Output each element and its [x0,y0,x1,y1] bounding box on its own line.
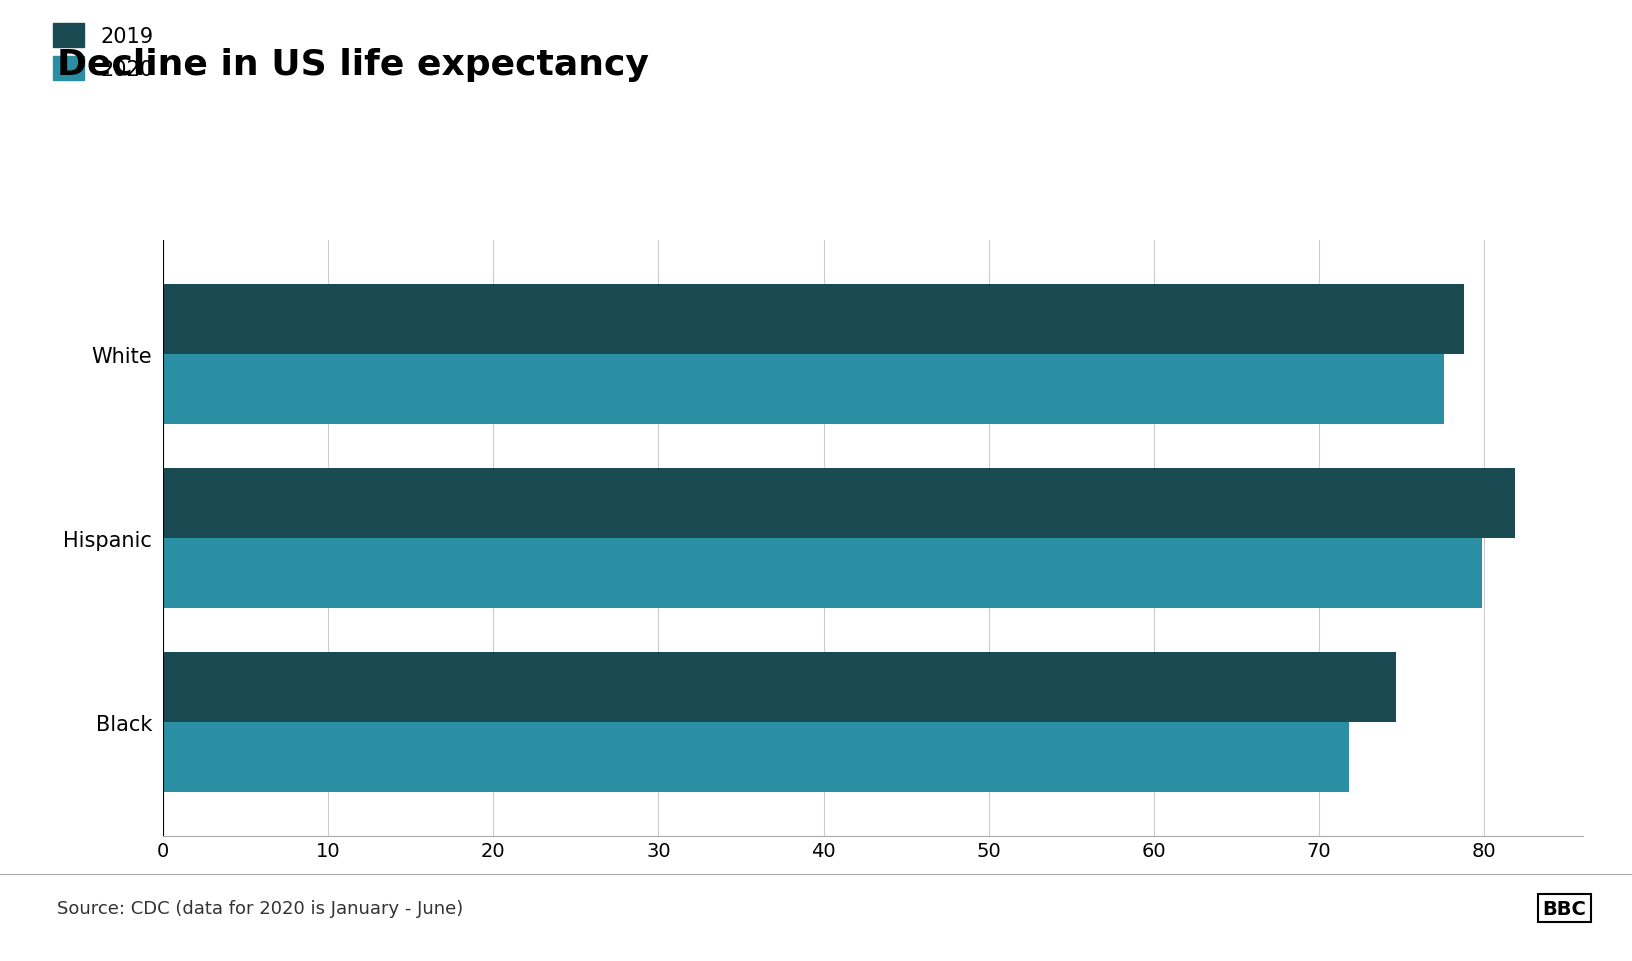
Bar [163,468,1516,538]
Text: Source: CDC (data for 2020 is January - June): Source: CDC (data for 2020 is January - … [57,899,463,917]
Bar [163,538,1482,608]
Bar [163,653,1397,722]
Text: BBC: BBC [1542,899,1586,918]
Text: Decline in US life expectancy: Decline in US life expectancy [57,48,650,82]
Bar [163,722,1348,792]
Bar [163,355,1444,424]
Bar [163,284,1464,355]
Legend: 2019, 2020: 2019, 2020 [52,24,153,81]
